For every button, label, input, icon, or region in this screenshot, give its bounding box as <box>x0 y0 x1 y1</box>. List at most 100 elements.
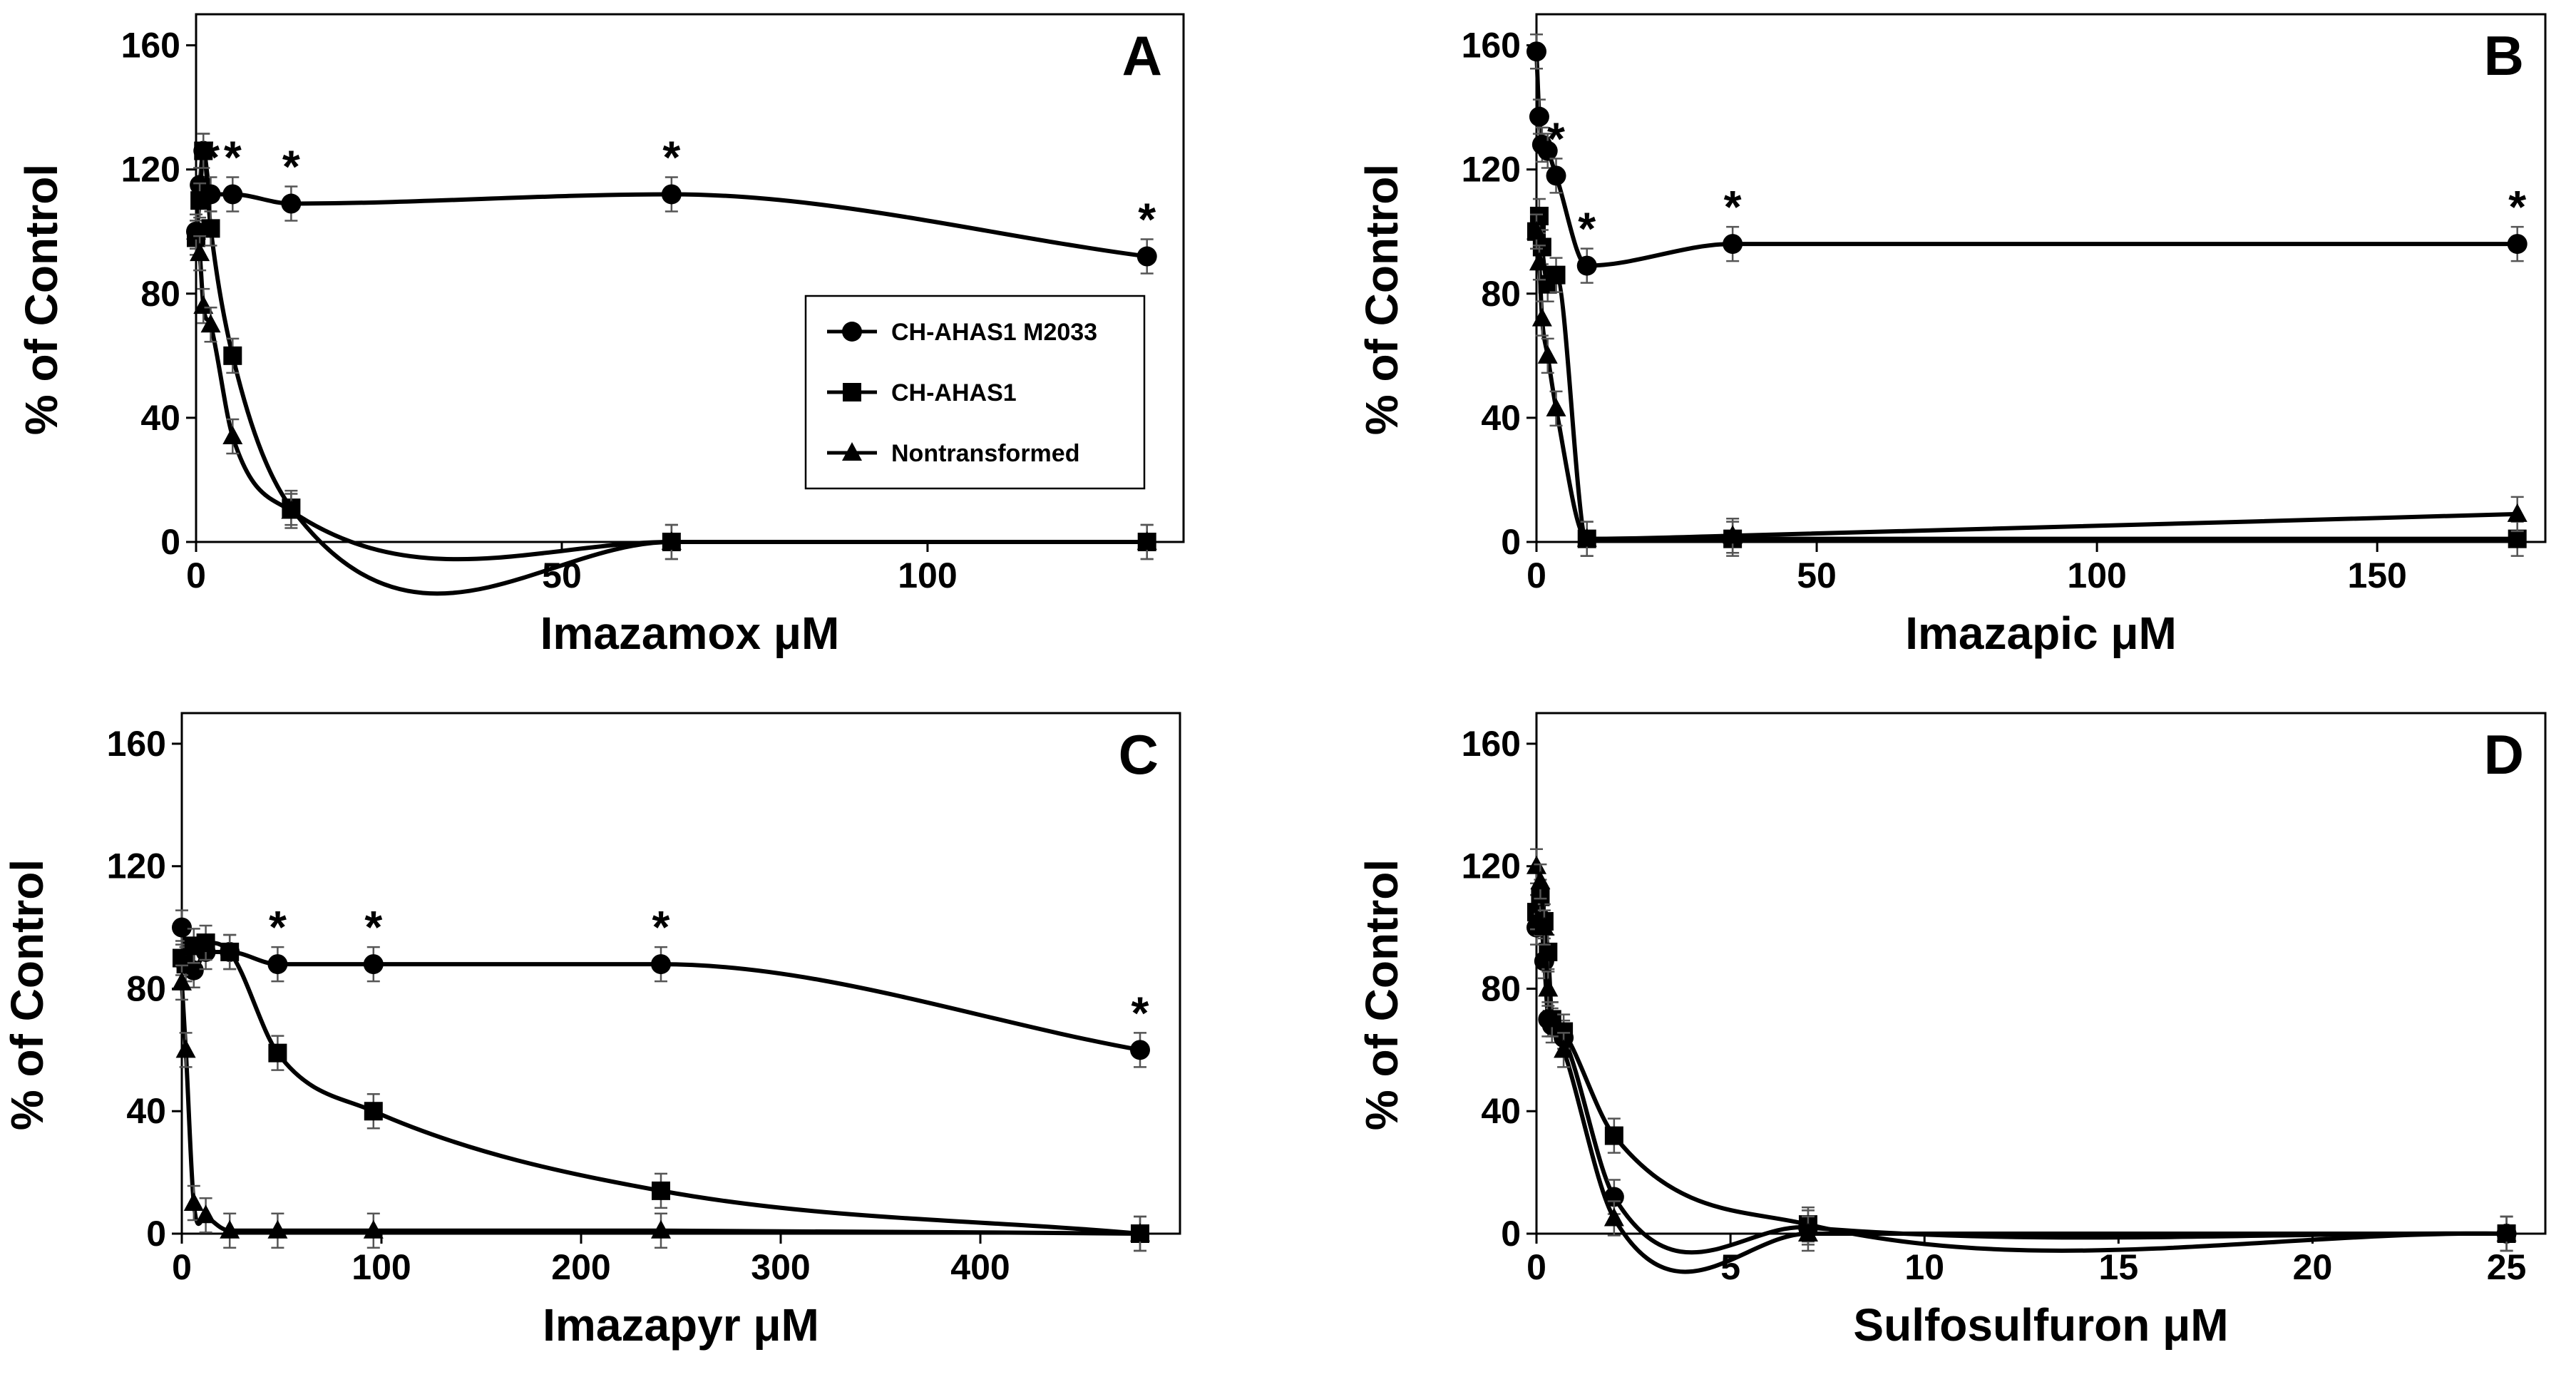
data-point <box>661 184 682 205</box>
series-nontransformed <box>186 213 1157 562</box>
data-point <box>1130 1040 1150 1060</box>
data-point <box>267 1219 288 1239</box>
data-point <box>1531 307 1552 327</box>
data-point <box>176 955 195 974</box>
data-point <box>222 426 243 444</box>
significance-marker: * <box>662 131 680 183</box>
data-point <box>220 1219 240 1239</box>
x-tick-label: 50 <box>1797 556 1837 595</box>
series-ch-ahas1-m2033 <box>1526 900 2517 1255</box>
data-point <box>267 954 288 975</box>
series-ch-ahas1 <box>1527 879 2516 1253</box>
data-point <box>1526 41 1546 62</box>
data-point <box>186 220 206 240</box>
series-line <box>1534 51 2518 268</box>
y-tick-label: 120 <box>107 846 166 886</box>
legend-label: CH-AHAS1 M2033 <box>891 319 1097 346</box>
data-point <box>172 917 192 938</box>
legend: CH-AHAS1 M2033 CH-AHAS1 Nontransformed <box>804 295 1146 490</box>
series-nontransformed <box>1526 213 2528 557</box>
x-tick-label: 400 <box>950 1247 1010 1287</box>
x-axis-label: Imazamox μM <box>540 608 840 659</box>
data-point <box>1136 246 1157 267</box>
y-tick-label: 160 <box>1462 26 1521 66</box>
significance-marker: * <box>1138 194 1156 245</box>
legend-marker <box>842 442 862 461</box>
data-point <box>222 184 243 205</box>
data-point <box>1576 528 1597 547</box>
x-tick-label: 0 <box>1526 1247 1546 1287</box>
data-point <box>1797 1223 1818 1242</box>
x-tick-label: 100 <box>2067 556 2126 595</box>
data-point <box>2508 529 2527 548</box>
x-tick-label: 0 <box>1526 556 1546 595</box>
data-point <box>281 193 302 214</box>
y-tick-label: 160 <box>121 26 180 66</box>
data-point <box>1546 397 1566 416</box>
data-point <box>652 1181 670 1200</box>
y-tick-label: 40 <box>126 1091 166 1131</box>
data-point <box>172 971 192 990</box>
legend-marker <box>843 383 861 401</box>
y-tick-label: 120 <box>1462 150 1521 190</box>
significance-marker: * <box>1132 987 1149 1038</box>
y-tick-label: 40 <box>140 398 180 438</box>
x-tick-label: 200 <box>551 1247 610 1287</box>
data-point <box>364 1102 383 1121</box>
data-point <box>2496 1223 2517 1242</box>
panel-c: 0 40 80 120 160 0 100 200 300 400 Imazapyr μM % of … <box>1 712 1181 1351</box>
x-tick-label: 5 <box>1720 1247 1740 1287</box>
data-point <box>1546 265 1566 285</box>
data-point <box>1526 220 1546 240</box>
data-point <box>651 1219 671 1239</box>
panel-d: 0 40 80 120 160 0 5 10 15 20 25 Sulfosulfuron μM % o… <box>1356 712 2547 1351</box>
data-point <box>2507 503 2528 522</box>
data-point <box>1541 1008 1562 1028</box>
series-ch-ahas1-m2033: * * * * <box>172 901 1150 1068</box>
series-line <box>1534 213 2518 541</box>
data-point <box>1576 255 1597 276</box>
plot-frame <box>1535 712 2547 1235</box>
y-tick-label: 80 <box>1481 968 1521 1008</box>
y-tick-label: 80 <box>126 968 166 1008</box>
data-point <box>268 1043 287 1063</box>
y-tick-label: 40 <box>1481 398 1521 438</box>
series-line <box>1534 865 2507 1274</box>
data-point <box>201 219 220 238</box>
y-axis-label: % of Control <box>1356 859 1407 1130</box>
x-tick-label: 0 <box>172 1247 192 1287</box>
y-tick-label: 80 <box>140 274 180 314</box>
data-point <box>190 242 210 262</box>
series-line <box>1534 894 2507 1253</box>
y-tick-label: 160 <box>1462 724 1521 764</box>
x-axis-label: Imazapyr μM <box>543 1299 819 1351</box>
y-tick-label: 40 <box>1481 1091 1521 1131</box>
data-point <box>193 295 214 314</box>
data-point <box>194 141 213 160</box>
data-point <box>223 346 242 365</box>
data-point <box>1538 978 1559 997</box>
plot-frame <box>180 712 1181 1235</box>
y-axis-label: % of Control <box>1 859 53 1130</box>
x-axis-label: Imazapic μM <box>1905 608 2177 659</box>
data-point <box>1537 140 1558 161</box>
significance-marker: * <box>1547 113 1565 164</box>
data-point <box>1130 1223 1150 1242</box>
data-point <box>2507 234 2528 255</box>
x-tick-label: 300 <box>751 1247 810 1287</box>
data-point <box>183 1192 204 1212</box>
data-point <box>196 933 215 953</box>
data-point <box>363 954 384 975</box>
data-point <box>190 191 210 210</box>
x-tick-label: 150 <box>2347 556 2406 595</box>
plot-frame <box>1535 13 2547 543</box>
data-point <box>175 1039 196 1058</box>
series-nontransformed <box>172 964 1150 1252</box>
significance-marker: * <box>269 901 287 953</box>
y-tick-label: 0 <box>1501 1214 1521 1254</box>
data-point <box>1546 165 1566 186</box>
significance-marker: * <box>224 131 242 183</box>
significance-marker: * <box>652 901 670 953</box>
data-point <box>1534 916 1554 936</box>
